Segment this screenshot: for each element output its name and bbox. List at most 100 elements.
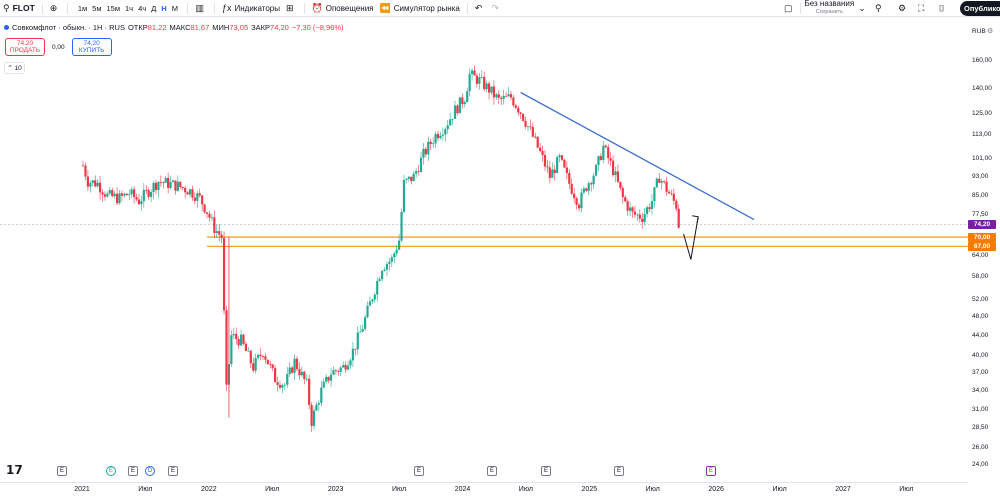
event-marker-icon[interactable]: E [706, 466, 716, 476]
event-marker-icon[interactable]: E [614, 466, 624, 476]
candle-body [380, 270, 384, 280]
candle-body [81, 165, 85, 167]
event-marker-icon[interactable]: E [487, 466, 497, 476]
candle-body [580, 192, 583, 209]
top-toolbar: ⚲ FLOT ⊕ 1м 5м 15м 1ч 4ч Д Н М ▥ ƒx Индикаторы … [0, 0, 1000, 17]
event-marker-icon[interactable]: E [128, 466, 138, 476]
candle-body [150, 192, 153, 197]
candle-body [424, 148, 427, 155]
event-marker-icon[interactable]: E [168, 466, 178, 476]
indicators-button[interactable]: ƒx Индикаторы [219, 0, 283, 17]
candle-body [434, 133, 437, 144]
templates-icon: ⊞ [285, 2, 294, 13]
tradingview-logo-icon[interactable]: 𝟭𝟳 [6, 463, 23, 477]
candle-body [422, 148, 425, 158]
candle-body [256, 354, 260, 358]
time-tick: Июл [265, 486, 280, 493]
candle-body [356, 332, 359, 350]
candle-body [444, 129, 447, 135]
candle-body [492, 86, 496, 98]
layout-menu[interactable]: ▢ Без названия Сохранить ⌄ [781, 0, 872, 17]
event-marker-icon[interactable]: E [541, 466, 551, 476]
sell-price: 74,20 [16, 39, 34, 47]
candle-body [599, 156, 603, 160]
candle-body [210, 217, 214, 219]
timeframe-6[interactable]: Н [161, 3, 167, 13]
candle-body [86, 176, 90, 187]
timeframe-5[interactable]: Д [151, 3, 157, 13]
fullscreen-button[interactable]: ⛶ [915, 0, 930, 17]
chart-type-button[interactable]: ▥ [192, 0, 210, 17]
candle-body [556, 157, 559, 173]
event-marker-icon[interactable]: E [414, 466, 424, 476]
buy-button[interactable]: 74,20 КУПИТЬ [71, 38, 112, 56]
candle-body [84, 165, 87, 177]
candle-body [101, 192, 104, 195]
templates-button[interactable]: ⊞ [283, 0, 300, 17]
candle-body [332, 370, 335, 375]
timeframe-3[interactable]: 1ч [125, 3, 134, 13]
search-icon: ⚲ [3, 2, 10, 13]
candle-body [205, 212, 209, 214]
quick-search-button[interactable]: ⚲ [872, 0, 888, 17]
candle-body [543, 155, 547, 167]
candle-body [582, 188, 585, 193]
event-marker-icon[interactable]: E [57, 466, 67, 476]
candle-body [405, 178, 408, 180]
timeframe-1[interactable]: 5м [92, 3, 102, 13]
candle-body [191, 189, 194, 198]
candle-body [398, 240, 401, 250]
candle-body [415, 171, 418, 174]
candle-body [468, 73, 471, 92]
ticker-label: FLOT [12, 3, 35, 13]
event-marker-icon[interactable]: D [145, 466, 155, 476]
undo-button[interactable]: ↶ [472, 0, 489, 17]
candle-body [500, 97, 503, 99]
time-tick: 2023 [327, 486, 344, 493]
layout-name: Без названия [804, 0, 855, 8]
candle-body [378, 279, 381, 281]
candle-body [135, 197, 138, 200]
indicators-toggle[interactable]: ⌃ 10 [4, 62, 25, 74]
event-marker-icon[interactable]: E [106, 466, 116, 476]
candle-body [288, 367, 291, 375]
chevron-down-icon: ⌄ [858, 2, 866, 13]
alerts-label: Оповещения [325, 3, 374, 13]
time-axis[interactable]: 2021 Июл 2022 Июл 2023 Июл 2024 Июл 2025 Июл 2026 И… [0, 482, 968, 498]
sell-button[interactable]: 74,20 ПРОДАТЬ [5, 38, 45, 56]
replay-button[interactable]: ⏪ Симулятор рынка [377, 0, 463, 17]
candle-body [517, 107, 520, 113]
timeframe-7[interactable]: М [171, 3, 178, 13]
candle-body [159, 181, 162, 183]
timeframe-4[interactable]: 4ч [138, 3, 147, 13]
price-axis[interactable]: RUB ⚙ 160,00 140,00 125,00 113,00 101,00 93,0… [968, 17, 1000, 482]
price-chart[interactable] [0, 17, 968, 482]
snapshot-button[interactable]: ⌷ [936, 0, 950, 17]
time-tick: 2025 [581, 486, 598, 493]
candle-body [111, 190, 114, 197]
redo-button[interactable]: ↷ [488, 0, 505, 17]
candle-body [145, 189, 148, 191]
time-tick: Июл [138, 486, 153, 493]
axis-settings-icon[interactable]: ⚙ [987, 28, 994, 35]
price-tick: 31,00 [972, 406, 989, 414]
alerts-button[interactable]: ⏰ Оповещения [309, 0, 377, 17]
candle-body [278, 384, 282, 388]
candle-body [120, 193, 124, 196]
candle-body [244, 343, 248, 351]
symbol-search[interactable]: ⚲ FLOT [0, 0, 38, 17]
timeframe-2[interactable]: 15м [106, 3, 121, 13]
compare-button[interactable]: ⊕ [47, 0, 64, 17]
candle-body [541, 150, 544, 156]
timeframe-0[interactable]: 1м [77, 3, 88, 13]
time-tick: 2024 [454, 486, 471, 493]
candle-body [130, 189, 133, 195]
candle-body [514, 105, 517, 108]
resistance-trendline [520, 91, 755, 221]
settings-button[interactable]: ⚙ [895, 0, 912, 17]
price-tag-0: 74,20 [968, 220, 996, 230]
publish-button[interactable]: Опублико [960, 1, 1000, 16]
price-tick: 24,00 [972, 461, 989, 468]
candle-body [439, 135, 442, 139]
candle-body [337, 371, 340, 372]
